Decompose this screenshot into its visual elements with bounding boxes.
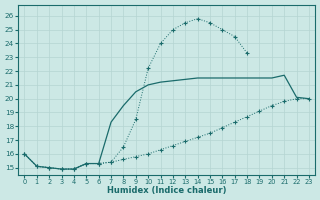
X-axis label: Humidex (Indice chaleur): Humidex (Indice chaleur) <box>107 186 227 195</box>
